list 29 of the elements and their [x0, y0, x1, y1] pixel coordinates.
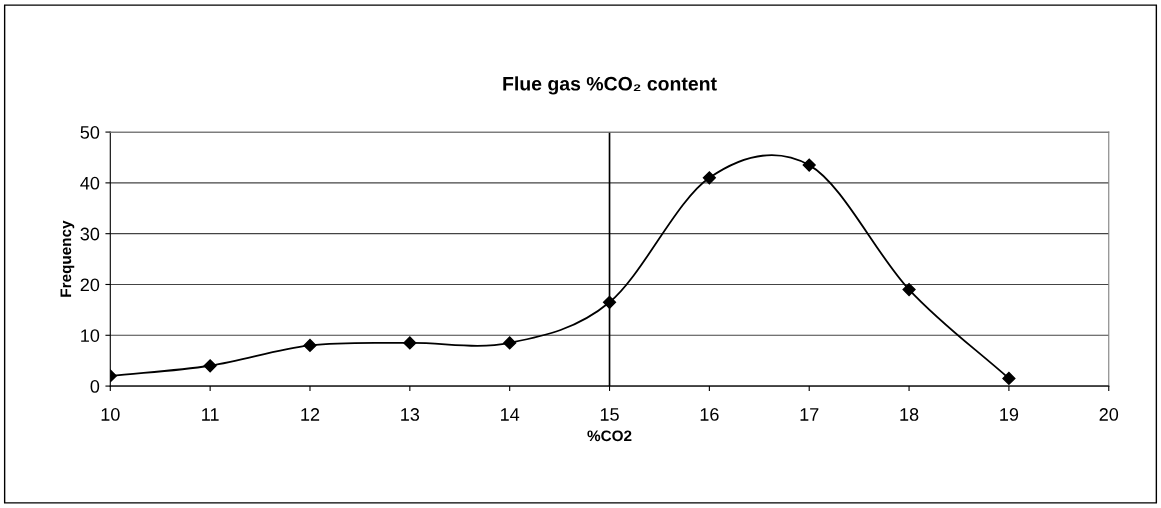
point	[403, 336, 417, 350]
point	[702, 171, 716, 185]
y-tick-label: 10	[81, 329, 100, 342]
x-tick-label: 15	[600, 408, 619, 421]
x-tick-label: 20	[1099, 408, 1119, 421]
point	[602, 295, 617, 309]
x-tick-label: 17	[800, 408, 819, 421]
point	[503, 336, 517, 350]
point	[203, 359, 217, 373]
x-tick-label: 16	[700, 408, 719, 421]
x-tick-label: 11	[202, 408, 219, 421]
point	[902, 282, 916, 297]
y-tick-label: 20	[80, 278, 100, 292]
y-axis-title: Frequency	[60, 220, 75, 297]
y-tick-label: 40	[80, 176, 100, 190]
x-tick-label: 12	[301, 408, 320, 421]
point	[303, 338, 317, 353]
point	[1002, 371, 1016, 386]
x-tick-label: 13	[401, 408, 420, 421]
x-tick-label: 10	[101, 408, 120, 421]
y-tick-label: 30	[80, 227, 100, 241]
point	[802, 158, 816, 172]
y-tick-label: 50	[80, 126, 100, 139]
x-tick-label: 18	[900, 408, 919, 421]
y-tick-label: 0	[90, 380, 100, 393]
x-tick-label: 19	[1000, 408, 1019, 421]
x-tick-label: 14	[501, 408, 520, 421]
chart-title: Flue gas %CO₂ content	[503, 76, 717, 95]
x-axis-title: %CO2	[587, 430, 632, 442]
